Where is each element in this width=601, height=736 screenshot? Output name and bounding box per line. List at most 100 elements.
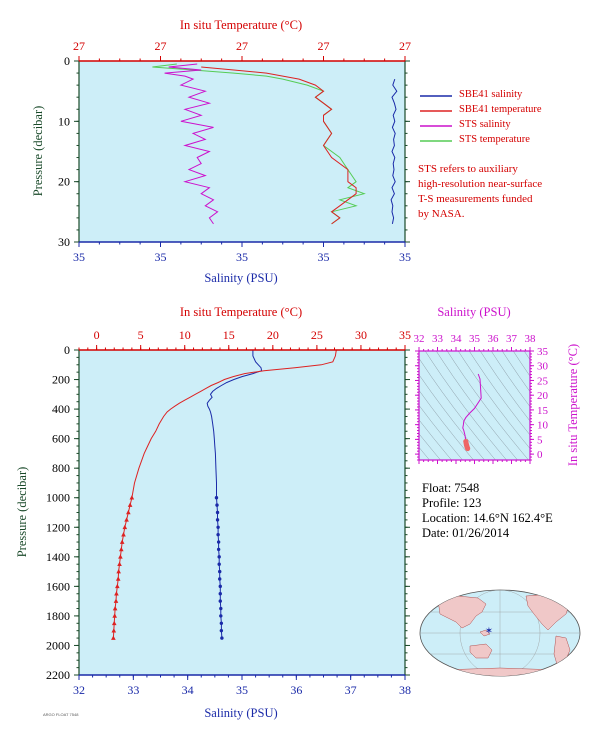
map-land-islands <box>479 629 491 637</box>
temperature-point <box>129 495 135 500</box>
salinity-point <box>215 503 219 507</box>
salinity-point <box>214 496 219 500</box>
temperature-point <box>118 546 124 552</box>
ts-panel-series <box>462 373 482 452</box>
temperature-point <box>115 583 120 589</box>
temperature-point <box>113 598 119 603</box>
ts-ytick-label: 20 <box>537 390 549 402</box>
main-ytick-label: 1200 <box>46 520 70 534</box>
main-x2tick-label: 35 <box>399 328 411 342</box>
ts-point <box>465 445 471 452</box>
main-ytick-label: 1400 <box>46 550 70 564</box>
temperature-point <box>112 605 118 611</box>
main-panel-ylabel: Pressure (decibar) <box>15 467 29 558</box>
main-ytick-label: 0 <box>64 343 70 357</box>
top-series-sbe41-salinity <box>390 78 398 224</box>
top-panel-xlabel: Salinity (PSU) <box>204 271 277 285</box>
main-panel: In situ Temperature (°C) Salinity (PSU) … <box>15 305 411 720</box>
temperature-point <box>127 502 133 507</box>
top-x2tick-label: 27 <box>73 39 85 53</box>
main-ytick-label: 1000 <box>46 491 70 505</box>
top-x2tick-label: 27 <box>399 39 411 53</box>
main-x2tick-label: 0 <box>94 328 100 342</box>
top-panel-title: In situ Temperature (°C) <box>180 18 302 32</box>
main-x2tick-label: 15 <box>223 328 235 342</box>
ts-density-contour <box>419 374 485 460</box>
salinity-point <box>218 569 222 574</box>
float-number: Float: 7548 <box>422 481 480 495</box>
top-ytick-label: 10 <box>58 114 70 128</box>
temperature-point <box>122 524 128 530</box>
ts-ytick-label: 30 <box>537 361 549 373</box>
legend-label-sts-salinity: STS salinity <box>459 119 511 130</box>
ts-panel-title: Salinity (PSU) <box>437 305 510 319</box>
profile-number: Profile: 123 <box>422 496 482 510</box>
ts-xtick-label: 33 <box>432 333 444 345</box>
salinity-point <box>219 614 223 618</box>
top-ytick-label: 20 <box>58 175 70 189</box>
top-panel-background <box>79 61 405 242</box>
ts-density-contour <box>419 446 430 460</box>
main-xtick-label: 38 <box>399 683 411 697</box>
salinity-point <box>218 584 222 589</box>
salinity-point <box>219 621 224 625</box>
main-ytick-label: 1600 <box>46 579 70 593</box>
main-panel-background <box>79 350 405 675</box>
temperature-point <box>115 576 121 581</box>
salinity-point <box>216 547 221 552</box>
ts-panel-background <box>419 351 530 460</box>
temperature-point <box>111 620 117 626</box>
main-ytick-label: 800 <box>52 461 70 475</box>
sts-note-line-1: STS refers to auxiliary <box>418 163 518 175</box>
ts-density-contour <box>424 351 507 460</box>
legend <box>420 95 452 142</box>
top-xtick-label: 35 <box>399 250 411 264</box>
ts-xtick-label: 36 <box>488 333 500 345</box>
ts-density-contours <box>419 351 530 460</box>
top-xtick-label: 35 <box>318 250 330 264</box>
temperature-point <box>126 509 131 515</box>
ts-panel: Salinity (PSU) In situ Temperature (°C) … <box>414 305 581 466</box>
footer-tag: ARGO FLOAT 7548 <box>43 712 79 717</box>
salinity-point <box>216 532 220 537</box>
legend-label-sbe41-salinity: SBE41 salinity <box>459 89 523 100</box>
top-panel-series <box>152 63 398 225</box>
world-map: ✶ <box>419 589 581 677</box>
top-xtick-label: 35 <box>155 250 167 264</box>
ts-xtick-label: 32 <box>414 333 425 345</box>
ts-xtick-label: 34 <box>451 333 463 345</box>
temperature-point <box>116 568 121 574</box>
main-xtick-label: 34 <box>182 683 194 697</box>
top-x2tick-label: 27 <box>155 39 167 53</box>
legend-label-sts-temperature: STS temperature <box>459 134 530 145</box>
main-x2tick-label: 25 <box>311 328 323 342</box>
temperature-point <box>124 517 129 522</box>
ts-xtick-label: 38 <box>525 333 537 345</box>
ts-density-contour <box>512 351 530 377</box>
salinity-point <box>218 577 222 581</box>
map-land-australia <box>469 643 493 659</box>
top-ytick-label: 30 <box>58 235 70 249</box>
main-x2tick-label: 5 <box>138 328 144 342</box>
salinity-point <box>218 592 222 596</box>
ts-density-contour <box>419 419 452 460</box>
top-panel: In situ Temperature (°C) Salinity (PSU) … <box>31 18 411 285</box>
main-ytick-label: 200 <box>52 373 70 387</box>
main-ytick-label: 2200 <box>46 668 70 682</box>
temperature-point <box>117 561 122 567</box>
float-location-marker: ✶ <box>485 626 493 637</box>
temperature-point <box>114 591 119 596</box>
main-ytick-label: 1800 <box>46 609 70 623</box>
ts-density-contour <box>490 351 530 408</box>
temperature-point <box>111 628 117 633</box>
ts-density-contour <box>419 357 496 460</box>
top-xtick-label: 35 <box>73 250 85 264</box>
map-land-antarctica <box>439 667 561 676</box>
main-x2tick-label: 30 <box>355 328 367 342</box>
ts-density-contour <box>446 351 529 460</box>
main-x2tick-label: 20 <box>267 328 279 342</box>
temperature-point <box>112 613 117 618</box>
profile-date: Date: 01/26/2014 <box>422 526 510 540</box>
